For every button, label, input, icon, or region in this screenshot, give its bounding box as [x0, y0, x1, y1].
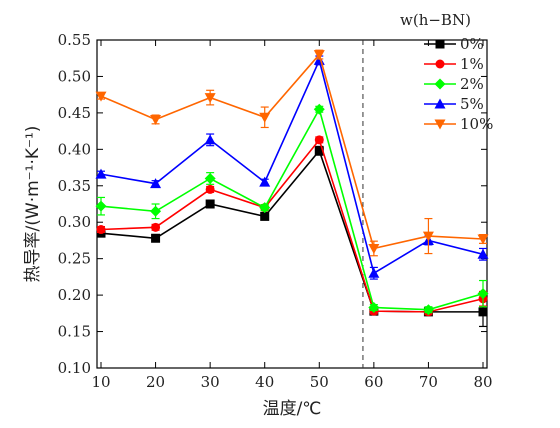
data-point — [314, 146, 324, 156]
legend-marker — [435, 39, 445, 49]
y-axis-label: 热导率/(W·m⁻¹·K⁻¹) — [23, 126, 43, 283]
legend-marker — [435, 59, 445, 69]
x-tick-label: 30 — [201, 373, 220, 391]
series-line — [100, 138, 484, 313]
data-point — [477, 234, 489, 245]
data-point — [259, 112, 271, 123]
x-tick-label: 60 — [364, 373, 383, 391]
data-point — [204, 134, 216, 145]
x-axis-label: 温度/℃ — [263, 399, 322, 419]
x-tick-label: 10 — [91, 373, 110, 391]
data-point — [260, 211, 270, 221]
legend-label: 5% — [460, 95, 484, 113]
legend-marker — [434, 98, 446, 109]
y-tick-label: 0.40 — [58, 140, 91, 158]
legend-item-2%: 2% — [424, 75, 484, 93]
data-point — [314, 135, 324, 145]
data-point — [477, 248, 489, 259]
legend-item-0%: 0% — [424, 35, 484, 53]
data-point — [151, 233, 161, 243]
data-point — [205, 184, 215, 194]
legend-label: 2% — [460, 75, 484, 93]
legend-item-1%: 1% — [424, 55, 484, 73]
data-point — [368, 243, 380, 254]
data-point — [150, 178, 162, 189]
data-point — [259, 176, 271, 187]
legend-item-10%: 10% — [424, 115, 493, 133]
data-point — [368, 267, 380, 278]
data-point — [151, 222, 161, 232]
series-line — [100, 52, 484, 250]
y-tick-label: 0.15 — [58, 323, 91, 341]
data-point — [477, 288, 489, 300]
axis-ticks: 0.10 0.15 0.20 0.25 0.30 0.35 0.40 0.45 0.50 0.55… — [58, 31, 493, 391]
y-tick-label: 0.55 — [58, 31, 91, 49]
y-tick-label: 0.30 — [58, 213, 91, 231]
legend-label: 1% — [460, 55, 484, 73]
series-2% — [95, 103, 489, 316]
data-point — [205, 199, 215, 209]
data-point — [96, 225, 106, 235]
legend: w(h−BN) 0% 1% 2% 5% 10% — [400, 11, 493, 133]
y-tick-label: 0.10 — [58, 359, 91, 377]
legend-marker — [434, 78, 446, 90]
legend-title: w(h−BN) — [400, 11, 471, 29]
plot-frame — [96, 39, 488, 369]
y-tick-label: 0.25 — [58, 250, 91, 268]
data-point — [95, 200, 107, 212]
series-layer — [95, 49, 489, 328]
y-tick-label: 0.50 — [58, 67, 91, 85]
legend-items: 0% 1% 2% 5% 10% — [424, 35, 493, 133]
data-point — [368, 302, 380, 314]
data-point — [150, 114, 162, 125]
x-tick-label: 40 — [255, 373, 274, 391]
legend-marker — [434, 119, 446, 130]
data-point — [422, 304, 434, 316]
x-tick-label: 80 — [473, 373, 492, 391]
x-tick-label: 20 — [146, 373, 165, 391]
x-tick-label: 50 — [310, 373, 329, 391]
x-tick-label: 70 — [419, 373, 438, 391]
legend-label: 10% — [460, 115, 493, 133]
plot-area: 0.10 0.15 0.20 0.25 0.30 0.35 0.40 0.45 0.50 0.55… — [58, 31, 493, 391]
y-tick-label: 0.45 — [58, 104, 91, 122]
data-point — [150, 205, 162, 217]
legend-label: 0% — [460, 35, 484, 53]
series-line — [100, 57, 484, 275]
data-point — [422, 231, 434, 242]
data-point — [313, 103, 325, 115]
series-5% — [95, 54, 489, 280]
series-line — [100, 107, 484, 311]
data-point — [259, 202, 271, 214]
series-10% — [95, 49, 489, 257]
data-point — [313, 50, 325, 61]
data-point — [95, 91, 107, 102]
data-point — [204, 93, 216, 104]
data-point — [204, 172, 216, 184]
legend-item-5%: 5% — [424, 95, 484, 113]
y-tick-label: 0.35 — [58, 177, 91, 195]
y-tick-label: 0.20 — [58, 286, 91, 304]
data-point — [478, 307, 488, 317]
data-point — [95, 168, 107, 179]
